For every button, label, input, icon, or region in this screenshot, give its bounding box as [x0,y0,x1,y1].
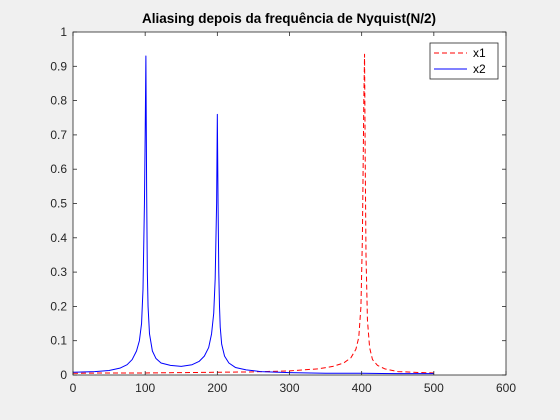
x-tick-label: 0 [70,381,77,395]
y-tick-label: 0.3 [50,265,67,279]
y-tick-label: 0.6 [50,162,67,176]
y-tick-label: 0.2 [50,299,67,313]
legend-box [429,42,499,80]
series-layer [72,53,434,375]
legend-label-x1: x1 [473,46,486,60]
x-tick-label: 200 [207,381,227,395]
y-tick-label: 1 [60,25,67,39]
y-tick-label: 0.7 [50,128,67,142]
x-tick-label: 500 [424,381,444,395]
y-tick-label: 0.8 [50,94,67,108]
plot-frame [72,31,507,376]
y-tick-label: 0 [60,368,67,382]
x-tick-label: 400 [352,381,372,395]
chart-title: Aliasing depois da frequência de Nyquist… [142,11,436,26]
legend[interactable]: x1 x2 [429,42,499,80]
tick-layer: 0 100 200 300 400 500 600 0 0.1 0.2 0.3 0.4 0.5 0.6 0.… [50,25,516,395]
y-tick-label: 0.5 [50,197,67,211]
y-tick-label: 0.9 [50,59,67,73]
series-line-x2 [72,55,434,375]
legend-label-x2: x2 [473,62,486,76]
series-line-x1 [72,53,434,374]
plot-area [73,32,506,375]
x-tick-label: 100 [135,381,155,395]
y-tick-label: 0.4 [50,231,67,245]
x-tick-label: 600 [496,381,516,395]
x-tick-label: 300 [279,381,299,395]
y-tick-label: 0.1 [50,334,67,348]
